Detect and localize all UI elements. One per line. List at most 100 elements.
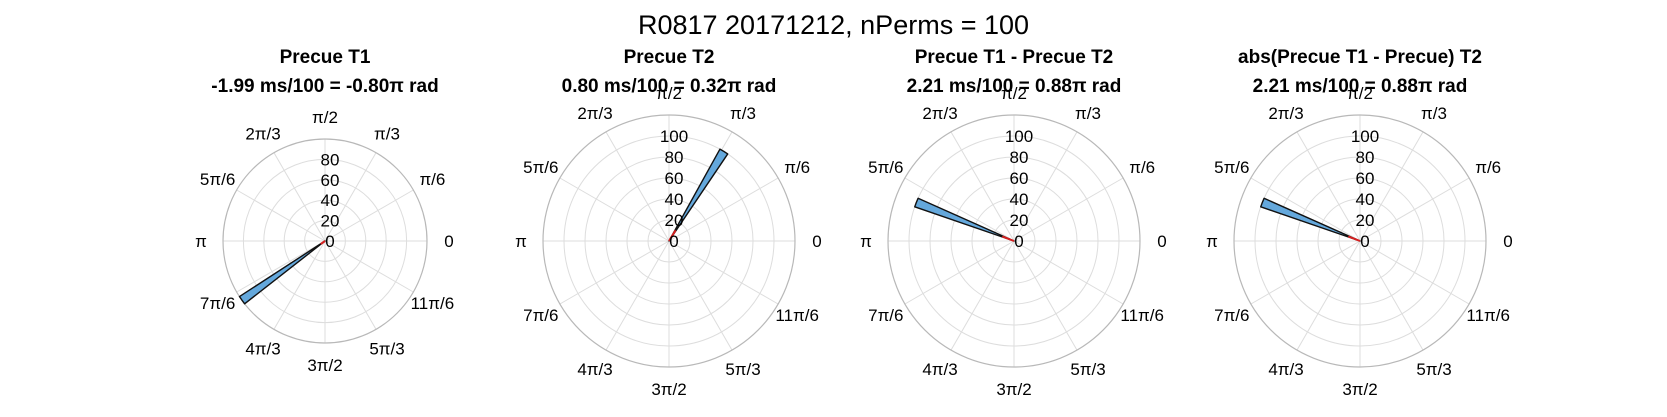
theta-grid-line xyxy=(236,189,326,242)
theta-tick-label-6: π/6 xyxy=(419,170,445,189)
theta-tick-label-5-6: 5π/6 xyxy=(200,170,235,189)
theta-grid-line xyxy=(1013,131,1078,242)
theta-tick-label-0: 0 xyxy=(1503,232,1512,251)
r-tick-label: 40 xyxy=(321,191,340,210)
polar-plot-t1-minus-t2: Precue T1 - Precue T2 2.21 ms/100 = 0.88π… xyxy=(860,47,1167,399)
theta-grid-line xyxy=(1250,240,1361,305)
theta-tick-label-5-3: 5π/3 xyxy=(369,339,404,358)
theta-tick-label-11-6: 11π/6 xyxy=(411,294,455,313)
theta-tick-label-3-2: 3π/2 xyxy=(1342,380,1377,399)
theta-grid-line xyxy=(1250,177,1361,242)
theta-tick-label-2-3: 2π/3 xyxy=(922,104,957,123)
theta-tick-label-0: 0 xyxy=(444,232,453,251)
theta-tick-label-4-3: 4π/3 xyxy=(1268,360,1303,379)
theta-tick-label-2-3: 2π/3 xyxy=(577,104,612,123)
polar-axis-circle xyxy=(222,138,428,344)
theta-tick-label-6: π/6 xyxy=(1129,158,1155,177)
plot-title: abs(Precue T1 - Precue) T2 xyxy=(1238,47,1482,68)
plot-subtitle: -1.99 ms/100 = -0.80π rad xyxy=(211,76,438,97)
theta-tick-label-5-3: 5π/3 xyxy=(725,360,760,379)
r-tick-label: 80 xyxy=(321,150,340,169)
histogram-bin xyxy=(668,148,729,242)
theta-grid-line xyxy=(1359,240,1424,351)
theta-grid-line xyxy=(904,240,1015,305)
theta-tick-label-5-6: 5π/6 xyxy=(523,158,558,177)
r-tick-label: 60 xyxy=(665,169,684,188)
plot-subtitle: 2.21 ms/100 = 0.88π rad xyxy=(907,76,1122,97)
polar-plot-abs-difference: abs(Precue T1 - Precue) T2 2.21 ms/100 = … xyxy=(1206,47,1513,399)
theta-grid-line xyxy=(668,240,779,305)
histogram-bin xyxy=(238,240,326,305)
theta-tick-label-2: π/2 xyxy=(312,108,338,127)
theta-grid-line xyxy=(273,152,326,242)
theta-tick-label-: π xyxy=(515,232,527,251)
theta-grid-line xyxy=(273,240,326,330)
mean-direction-line xyxy=(1001,235,1015,242)
theta-tick-label-4-3: 4π/3 xyxy=(577,360,612,379)
theta-tick-label-3: π/3 xyxy=(1421,104,1447,123)
theta-tick-label-2-3: 2π/3 xyxy=(1268,104,1303,123)
r-tick-label: 0 xyxy=(1360,232,1369,251)
r-tick-label: 40 xyxy=(1010,190,1029,209)
theta-grid-line xyxy=(1013,177,1124,242)
plot-title: Precue T2 xyxy=(624,47,715,68)
theta-tick-label-7-6: 7π/6 xyxy=(200,294,235,313)
theta-tick-label-0: 0 xyxy=(1157,232,1166,251)
polar-axis-circle xyxy=(887,114,1141,368)
theta-tick-label-7-6: 7π/6 xyxy=(1214,306,1249,325)
theta-grid-line xyxy=(1359,131,1424,242)
histogram-bin xyxy=(1260,197,1361,242)
r-tick-label: 0 xyxy=(669,232,678,251)
theta-grid-line xyxy=(605,131,670,242)
r-tick-label: 20 xyxy=(1010,211,1029,230)
r-tick-label: 80 xyxy=(1010,148,1029,167)
theta-grid-line xyxy=(1013,240,1124,305)
r-tick-label: 100 xyxy=(660,127,688,146)
theta-tick-label-7-6: 7π/6 xyxy=(523,306,558,325)
r-tick-label: 80 xyxy=(665,148,684,167)
polar-axis-circle xyxy=(1233,114,1487,368)
theta-grid-line xyxy=(559,177,670,242)
mean-direction-line xyxy=(1347,235,1361,242)
r-tick-label: 0 xyxy=(325,232,334,251)
r-tick-label: 20 xyxy=(321,212,340,231)
theta-tick-label-5-3: 5π/3 xyxy=(1070,360,1105,379)
theta-grid-line xyxy=(950,131,1015,242)
theta-tick-label-4-3: 4π/3 xyxy=(922,360,957,379)
theta-tick-label-5-6: 5π/6 xyxy=(1214,158,1249,177)
theta-tick-label-3: π/3 xyxy=(730,104,756,123)
theta-tick-label-7-6: 7π/6 xyxy=(868,306,903,325)
theta-grid-line xyxy=(605,240,670,351)
theta-grid-line xyxy=(950,240,1015,351)
theta-tick-label-3-2: 3π/2 xyxy=(996,380,1031,399)
mean-direction-line xyxy=(668,229,677,242)
r-tick-label: 60 xyxy=(1010,169,1029,188)
theta-tick-label-: π xyxy=(860,232,872,251)
theta-tick-label-2: π/2 xyxy=(656,84,682,103)
mean-direction-line xyxy=(320,240,326,245)
theta-tick-label-0: 0 xyxy=(812,232,821,251)
r-tick-label: 40 xyxy=(1356,190,1375,209)
theta-grid-line xyxy=(1013,240,1078,351)
theta-tick-label-11-6: 11π/6 xyxy=(1466,306,1510,325)
theta-tick-label-4-3: 4π/3 xyxy=(245,339,280,358)
theta-tick-label-3-2: 3π/2 xyxy=(307,356,342,375)
theta-tick-label-: π xyxy=(195,232,207,251)
theta-tick-label-3: π/3 xyxy=(374,125,400,144)
r-tick-label: 20 xyxy=(1356,211,1375,230)
r-tick-label: 80 xyxy=(1356,148,1375,167)
polar-plot-precue-t1: Precue T1-1.99 ms/100 = -0.80π rad020406… xyxy=(195,47,454,375)
theta-tick-label-11-6: 11π/6 xyxy=(775,306,819,325)
plot-subtitle: 0.80 ms/100 = 0.32π rad xyxy=(562,76,777,97)
polar-axis-circle xyxy=(542,114,796,368)
theta-tick-label-3-2: 3π/2 xyxy=(651,380,686,399)
theta-grid-line xyxy=(668,240,733,351)
polar-plot-precue-t2: Precue T2 0.80 ms/100 = 0.32π rad 0 20 40 60 8… xyxy=(515,47,822,399)
theta-grid-line xyxy=(324,152,377,242)
r-tick-label: 0 xyxy=(1014,232,1023,251)
theta-tick-label-2: π/2 xyxy=(1347,84,1373,103)
theta-grid-line xyxy=(904,177,1015,242)
plot-title: Precue T1 xyxy=(280,47,371,68)
theta-grid-line xyxy=(668,177,779,242)
